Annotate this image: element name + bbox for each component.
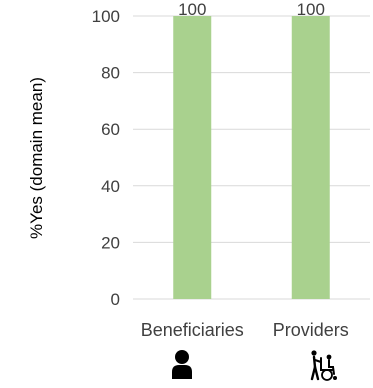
bar-beneficiaries (173, 16, 212, 299)
bar-providers (291, 16, 330, 299)
y-tick-labels: 0 20 40 60 80 100 (92, 7, 120, 309)
data-label-providers: 100 (297, 0, 325, 19)
y-tick-label-0: 0 (111, 290, 120, 309)
category-labels: Beneficiaries Providers (141, 320, 349, 340)
gridlines (133, 15, 370, 300)
y-tick-label-40: 40 (101, 177, 120, 196)
data-label-beneficiaries: 100 (178, 0, 206, 19)
category-label-beneficiaries: Beneficiaries (141, 320, 244, 340)
y-axis-title: %Yes (domain mean) (27, 77, 46, 239)
data-labels: 100 100 (178, 0, 325, 19)
y-tick-label-100: 100 (92, 7, 120, 26)
y-tick-label-80: 80 (101, 64, 120, 83)
wheelchair-caregiver-icon (310, 350, 337, 381)
category-label-providers: Providers (273, 320, 349, 340)
y-tick-label-60: 60 (101, 120, 120, 139)
bars (173, 16, 330, 299)
person-icon (172, 350, 192, 379)
y-tick-label-20: 20 (101, 233, 120, 252)
